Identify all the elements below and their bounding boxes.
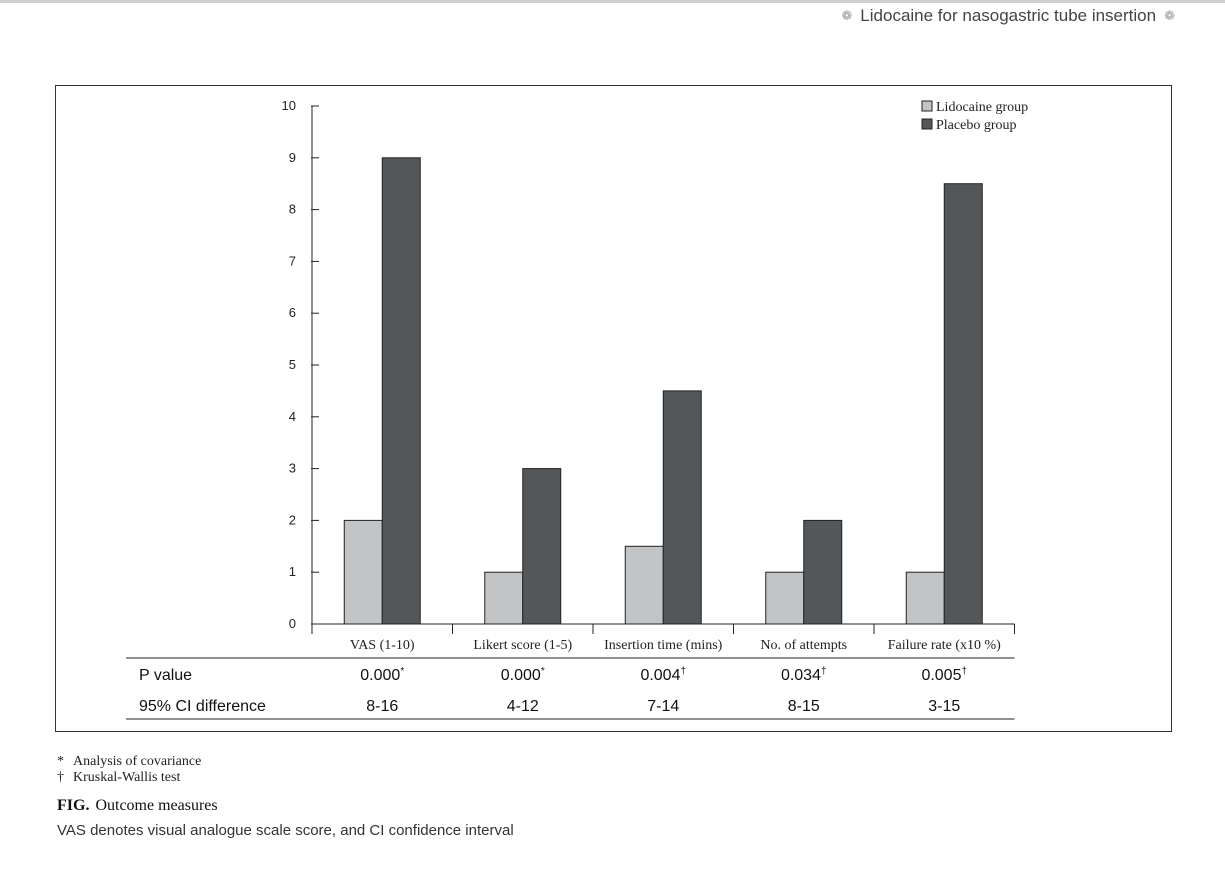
top-rule [0,0,1225,3]
bar-placebo [662,390,702,625]
running-header: ❁ Lidocaine for nasogastric tube inserti… [841,6,1175,26]
category-label: Failure rate (x10 %) [888,638,1001,653]
p-value: 0.000* [360,666,404,684]
bar-placebo [522,468,562,625]
bar-lidocaine [484,571,524,625]
ci-value: 4-12 [507,698,539,715]
figure-title: Outcome measures [95,797,218,814]
legend-swatch [921,100,933,112]
p-value: 0.005† [921,666,967,684]
category-label: No. of attempts [760,638,847,653]
y-tick-label: 5 [289,357,296,372]
y-tick-label: 3 [289,461,296,476]
p-value-mark: † [961,666,967,677]
footnote-mark: † [57,770,64,785]
legend-label: Lidocaine group [936,100,1028,115]
y-tick-label: 4 [289,409,296,424]
bar-lidocaine [343,519,383,625]
footnote-kruskal: † Kruskal-Wallis test [57,770,201,786]
footnote-text: Kruskal-Wallis test [73,770,181,785]
bar-placebo [943,183,983,625]
y-tick-label: 1 [289,564,296,579]
y-tick-label: 8 [289,202,296,217]
p-value-mark: * [400,666,404,677]
flower-ornament-icon: ❁ [1164,8,1175,23]
figure-caption: FIG. Outcome measures [57,797,218,815]
y-tick-label: 9 [289,150,296,165]
p-value-mark: * [541,666,545,677]
ci-value: 8-15 [788,698,820,715]
y-tick-label: 0 [289,616,296,631]
footnote-ancova: * Analysis of covariance [57,754,201,770]
bar-lidocaine [624,545,664,625]
y-tick-label: 10 [282,98,296,113]
figure-label: FIG. [57,797,90,814]
legend-label: Placebo group [936,118,1016,133]
p-value: 0.000* [501,666,545,684]
bar-placebo [381,157,421,625]
category-label: Likert score (1-5) [473,638,572,653]
footnote-mark: * [57,754,64,769]
legend-swatch [921,118,933,130]
p-value-label: P value [139,667,192,684]
category-label: Insertion time (mins) [604,638,723,653]
p-value-mark: † [821,666,827,677]
ci-label: 95% CI difference [139,698,266,715]
p-value: 0.004† [640,666,686,684]
bar-lidocaine [905,571,945,625]
category-label: VAS (1-10) [350,638,415,653]
y-tick-label: 2 [289,512,296,527]
bar-chart: 0 1 2 3 4 5 6 7 8 9 10 VAS (1-10) Likert score (1-5)… [126,98,1028,720]
p-value: 0.034† [781,666,827,684]
flower-ornament-icon: ❁ [841,8,853,23]
footnote-text: Analysis of covariance [73,754,202,769]
bar-placebo [803,519,843,625]
figure-note: VAS denotes visual analogue scale score,… [57,822,514,839]
ci-value: 8-16 [366,698,398,715]
ci-value: 7-14 [647,698,679,715]
footnotes: * Analysis of covariance † Kruskal-Wallis … [57,754,201,786]
y-tick-label: 6 [289,305,296,320]
p-value-mark: † [680,666,686,677]
bar-lidocaine [765,571,805,625]
running-title: Lidocaine for nasogastric tube insertion [860,6,1157,25]
y-tick-label: 7 [289,253,296,268]
ci-value: 3-15 [928,698,960,715]
figure-frame: 0 1 2 3 4 5 6 7 8 9 10 VAS (1-10) Likert score (1-5)… [55,85,1172,732]
